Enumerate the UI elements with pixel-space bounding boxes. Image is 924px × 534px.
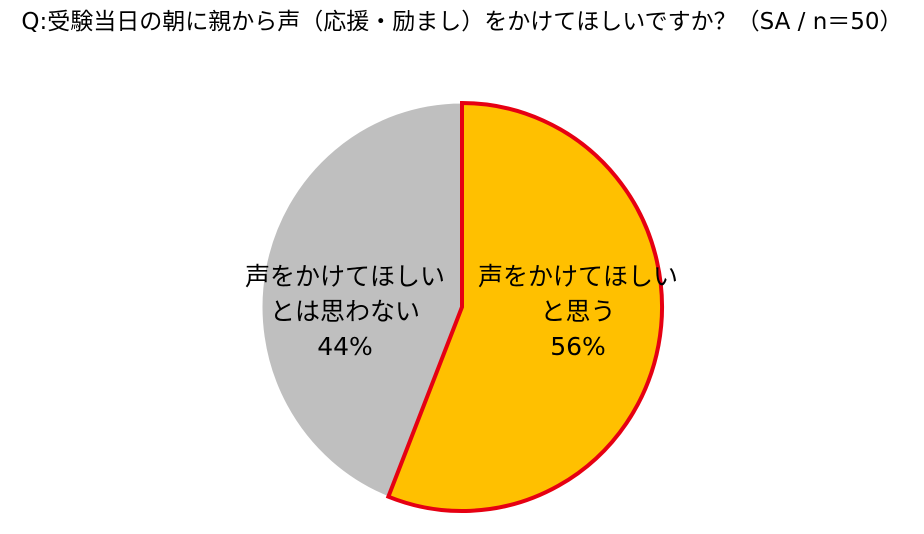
pie-slice-1-highlight-outline bbox=[385, 100, 664, 513]
slice-1-label-line-2: と思う bbox=[540, 297, 615, 326]
pie-slice-2 bbox=[261, 102, 463, 498]
slice-2-percent: 44% bbox=[317, 332, 373, 361]
slice-2-label-line-2: とは思わない bbox=[270, 297, 420, 326]
slice-1-percent: 56% bbox=[550, 332, 606, 361]
slice-1-label-line-1: 声をかけてほしい bbox=[478, 262, 678, 291]
slice-2-label-line-1: 声をかけてほしい bbox=[245, 262, 445, 291]
chart-title: Q:受験当日の朝に親から声（応援・励まし）をかけてほしいですか？（SA / n＝… bbox=[21, 9, 903, 35]
pie-slices bbox=[261, 100, 664, 513]
